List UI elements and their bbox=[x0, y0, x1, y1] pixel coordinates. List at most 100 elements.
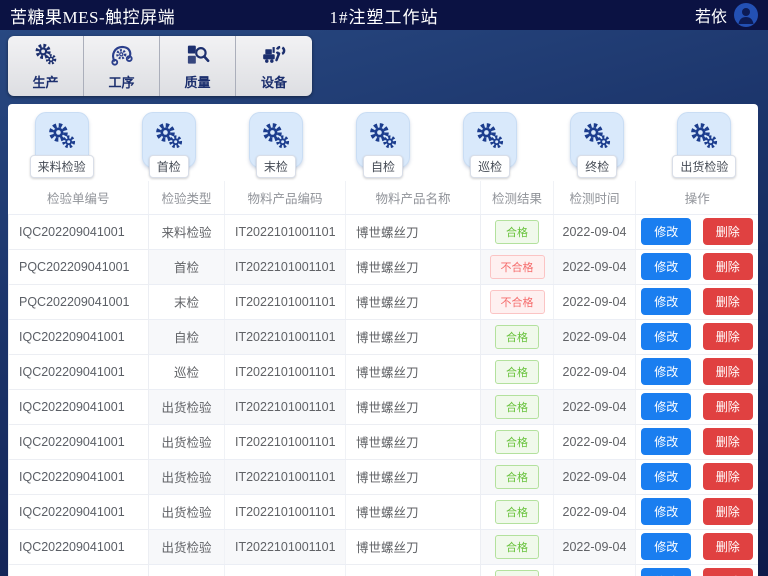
delete-button[interactable]: 删除 bbox=[702, 218, 753, 245]
material-code: IT2022101001101 bbox=[224, 494, 346, 530]
delete-button[interactable]: 删除 bbox=[702, 463, 753, 490]
inspection-tab-label[interactable]: 巡检 bbox=[470, 155, 511, 178]
inspection-tab-label[interactable]: 首检 bbox=[148, 155, 189, 178]
actions-cell: 修改 删除 bbox=[635, 353, 758, 390]
delete-button[interactable]: 删除 bbox=[702, 358, 753, 385]
modify-button[interactable]: 修改 bbox=[641, 253, 692, 280]
table-row: IQC202209041001 出货检验 IT2022101001101 博世螺… bbox=[8, 563, 758, 576]
column-header: 检验类型 bbox=[148, 181, 225, 215]
modify-button[interactable]: 修改 bbox=[641, 428, 692, 455]
app-title: 苦糖果MES-触控屏端 bbox=[10, 7, 176, 27]
inspection-tabs: 来料检验 首检 bbox=[8, 104, 758, 181]
table-row: PQC202209041001 首检 IT2022101001101 博世螺丝刀… bbox=[8, 248, 758, 285]
material-code: IT2022101001101 bbox=[224, 214, 346, 250]
gears-icon bbox=[691, 123, 718, 149]
inspection-order-no: IQC202209041001 bbox=[8, 318, 149, 355]
gears-icon bbox=[584, 123, 611, 149]
result-badge: 合格 bbox=[495, 324, 539, 349]
material-name: 博世螺丝刀 bbox=[345, 458, 481, 495]
table-row: IQC202209041001 出货检验 IT2022101001101 博世螺… bbox=[8, 388, 758, 425]
material-code: IT2022101001101 bbox=[224, 249, 346, 285]
modify-button[interactable]: 修改 bbox=[641, 463, 692, 490]
modify-button[interactable]: 修改 bbox=[641, 218, 692, 245]
process-flow-icon bbox=[110, 45, 133, 66]
inspection-date: 2022-09-04 bbox=[553, 494, 636, 530]
result-cell: 不合格 bbox=[480, 249, 554, 285]
table-row: PQC202209041001 末检 IT2022101001101 博世螺丝刀… bbox=[8, 283, 758, 320]
result-badge: 合格 bbox=[495, 219, 539, 244]
inspection-date: 2022-09-04 bbox=[553, 319, 636, 355]
user-avatar-icon[interactable] bbox=[734, 3, 758, 27]
inspection-tab-label[interactable]: 来料检验 bbox=[29, 155, 94, 178]
modify-button[interactable]: 修改 bbox=[641, 533, 692, 560]
column-header: 检测时间 bbox=[553, 181, 636, 215]
toolbar-button-equipment[interactable]: 设备 bbox=[236, 36, 312, 96]
result-badge: 合格 bbox=[495, 569, 539, 576]
modify-button[interactable]: 修改 bbox=[641, 288, 692, 315]
inspection-type: 首检 bbox=[148, 249, 225, 285]
modify-button[interactable]: 修改 bbox=[641, 498, 692, 525]
result-badge: 不合格 bbox=[489, 289, 545, 314]
toolbar-button-quality[interactable]: 质量 bbox=[160, 36, 236, 96]
inspection-date: 2022-09-04 bbox=[553, 214, 636, 250]
delete-button[interactable]: 删除 bbox=[702, 393, 753, 420]
table-row: IQC202209041001 出货检验 IT2022101001101 博世螺… bbox=[8, 528, 758, 565]
inspection-type: 来料检验 bbox=[148, 214, 225, 250]
result-cell: 不合格 bbox=[480, 284, 554, 320]
actions-cell: 修改 删除 bbox=[635, 528, 758, 565]
delete-button[interactable]: 删除 bbox=[702, 533, 753, 560]
material-name: 博世螺丝刀 bbox=[345, 388, 481, 425]
result-cell: 合格 bbox=[480, 564, 554, 576]
actions-cell: 修改 删除 bbox=[635, 388, 758, 425]
actions-cell: 修改 删除 bbox=[635, 318, 758, 355]
inspection-tab-label[interactable]: 末检 bbox=[255, 155, 296, 178]
inspection-date: 2022-09-04 bbox=[553, 564, 636, 576]
inspection-order-no: IQC202209041001 bbox=[8, 388, 149, 425]
inspection-order-no: IQC202209041001 bbox=[8, 493, 149, 530]
delete-button[interactable]: 删除 bbox=[702, 498, 753, 525]
modify-button[interactable]: 修改 bbox=[641, 568, 692, 576]
column-header: 物料产品编码 bbox=[224, 181, 346, 215]
result-badge: 合格 bbox=[495, 499, 539, 524]
result-cell: 合格 bbox=[480, 424, 554, 460]
material-name: 博世螺丝刀 bbox=[345, 318, 481, 355]
material-name: 博世螺丝刀 bbox=[345, 423, 481, 460]
actions-cell: 修改 删除 bbox=[635, 423, 758, 460]
delete-button[interactable]: 删除 bbox=[702, 288, 753, 315]
table-row: IQC202209041001 来料检验 IT2022101001101 博世螺… bbox=[8, 213, 758, 250]
actions-cell: 修改 删除 bbox=[635, 493, 758, 530]
topbar: 苦糖果MES-触控屏端 1#注塑工作站 若依 bbox=[0, 0, 768, 30]
inspection-date: 2022-09-04 bbox=[553, 284, 636, 320]
inspection-type: 末检 bbox=[148, 284, 225, 320]
delete-button[interactable]: 删除 bbox=[702, 253, 753, 280]
delete-button[interactable]: 删除 bbox=[702, 323, 753, 350]
user-name[interactable]: 若依 bbox=[694, 9, 727, 26]
result-cell: 合格 bbox=[480, 389, 554, 425]
material-code: IT2022101001101 bbox=[224, 529, 346, 565]
delete-button[interactable]: 删除 bbox=[702, 568, 753, 576]
inspection-type: 出货检验 bbox=[148, 529, 225, 565]
actions-cell: 修改 删除 bbox=[635, 563, 758, 576]
inspection-panel: 来料检验 首检 bbox=[8, 104, 758, 576]
inspection-order-no: PQC202209041001 bbox=[8, 283, 149, 320]
result-badge: 合格 bbox=[495, 429, 539, 454]
inspection-order-no: IQC202209041001 bbox=[8, 458, 149, 495]
inspection-tab-label[interactable]: 出货检验 bbox=[672, 155, 737, 178]
inspection-date: 2022-09-04 bbox=[553, 389, 636, 425]
inspection-date: 2022-09-04 bbox=[553, 459, 636, 495]
inspection-tab-label[interactable]: 自检 bbox=[362, 155, 403, 178]
modify-button[interactable]: 修改 bbox=[641, 393, 692, 420]
inspection-tab-label[interactable]: 终检 bbox=[577, 155, 618, 178]
toolbar-button-process[interactable]: 工序 bbox=[84, 36, 160, 96]
user-area[interactable]: 若依 bbox=[695, 3, 758, 27]
modify-button[interactable]: 修改 bbox=[641, 358, 692, 385]
toolbar-button-production[interactable]: 生产 bbox=[8, 36, 84, 96]
delete-button[interactable]: 删除 bbox=[702, 428, 753, 455]
material-name: 博世螺丝刀 bbox=[345, 213, 481, 250]
material-code: IT2022101001101 bbox=[224, 319, 346, 355]
modify-button[interactable]: 修改 bbox=[641, 323, 692, 350]
inspection-date: 2022-09-04 bbox=[553, 249, 636, 285]
inspection-order-no: IQC202209041001 bbox=[8, 528, 149, 565]
result-badge: 合格 bbox=[495, 394, 539, 419]
result-cell: 合格 bbox=[480, 459, 554, 495]
